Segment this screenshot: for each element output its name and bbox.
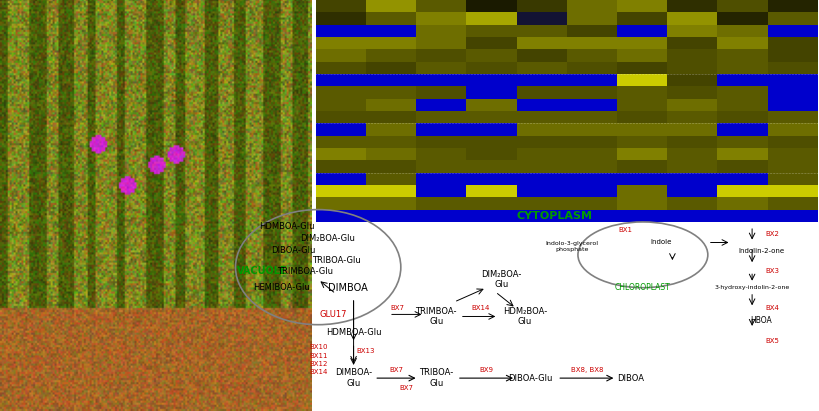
Text: HBOA: HBOA bbox=[749, 316, 771, 325]
Text: Indole: Indole bbox=[649, 240, 671, 245]
Text: Indolo-3-glycerol
phosphate: Indolo-3-glycerol phosphate bbox=[545, 241, 598, 252]
Text: DIBOA: DIBOA bbox=[617, 374, 644, 383]
Text: BX1: BX1 bbox=[618, 227, 631, 233]
Text: DIMBOA: DIMBOA bbox=[328, 283, 367, 293]
Text: BX7: BX7 bbox=[399, 386, 414, 391]
Text: BX13: BX13 bbox=[355, 349, 374, 354]
Text: BX4: BX4 bbox=[765, 305, 779, 311]
Text: BX2: BX2 bbox=[765, 231, 779, 237]
Text: TRIMBOA-Glu: TRIMBOA-Glu bbox=[277, 267, 333, 276]
Text: BX10: BX10 bbox=[309, 344, 327, 350]
Text: BX7: BX7 bbox=[389, 367, 403, 373]
Text: Indolin-2-one: Indolin-2-one bbox=[737, 248, 783, 254]
Text: 3-hydroxy-indolin-2-one: 3-hydroxy-indolin-2-one bbox=[713, 285, 789, 290]
Text: BX5: BX5 bbox=[765, 338, 779, 344]
Text: BX12: BX12 bbox=[309, 361, 327, 367]
Text: VACUOLE: VACUOLE bbox=[237, 266, 287, 276]
Text: DIBOA-Glu: DIBOA-Glu bbox=[508, 374, 552, 383]
Text: TRIBOA-
Glu: TRIBOA- Glu bbox=[419, 368, 453, 388]
Text: BX14: BX14 bbox=[471, 305, 489, 311]
Text: DIM₂BOA-Glu: DIM₂BOA-Glu bbox=[300, 234, 355, 243]
Text: BX9: BX9 bbox=[479, 367, 493, 373]
Text: TRIBOA-Glu: TRIBOA-Glu bbox=[312, 256, 360, 266]
Text: HDM₂BOA-
Glu: HDM₂BOA- Glu bbox=[502, 307, 546, 326]
Text: DIMBOA-
Glu: DIMBOA- Glu bbox=[335, 368, 372, 388]
Text: DIBOA-Glu: DIBOA-Glu bbox=[270, 246, 315, 255]
Text: BX3: BX3 bbox=[765, 268, 779, 274]
Text: BX7: BX7 bbox=[391, 305, 405, 311]
Text: HDMBOA-Glu: HDMBOA-Glu bbox=[259, 222, 314, 231]
Text: GLU17: GLU17 bbox=[319, 310, 346, 319]
Text: CYTOPLASM: CYTOPLASM bbox=[516, 211, 591, 221]
Text: BX8, BX8: BX8, BX8 bbox=[570, 367, 602, 373]
Text: HEMIBOA-Glu: HEMIBOA-Glu bbox=[253, 283, 310, 292]
Text: BX14: BX14 bbox=[309, 369, 327, 375]
Text: TRIMBOA-
Glu: TRIMBOA- Glu bbox=[415, 307, 456, 326]
Text: DIM₂BOA-
Glu: DIM₂BOA- Glu bbox=[481, 270, 521, 289]
Text: CHLOROPLAST: CHLOROPLAST bbox=[614, 283, 670, 292]
Text: BX11: BX11 bbox=[309, 353, 327, 358]
Text: HDMBOA-Glu: HDMBOA-Glu bbox=[325, 328, 381, 337]
